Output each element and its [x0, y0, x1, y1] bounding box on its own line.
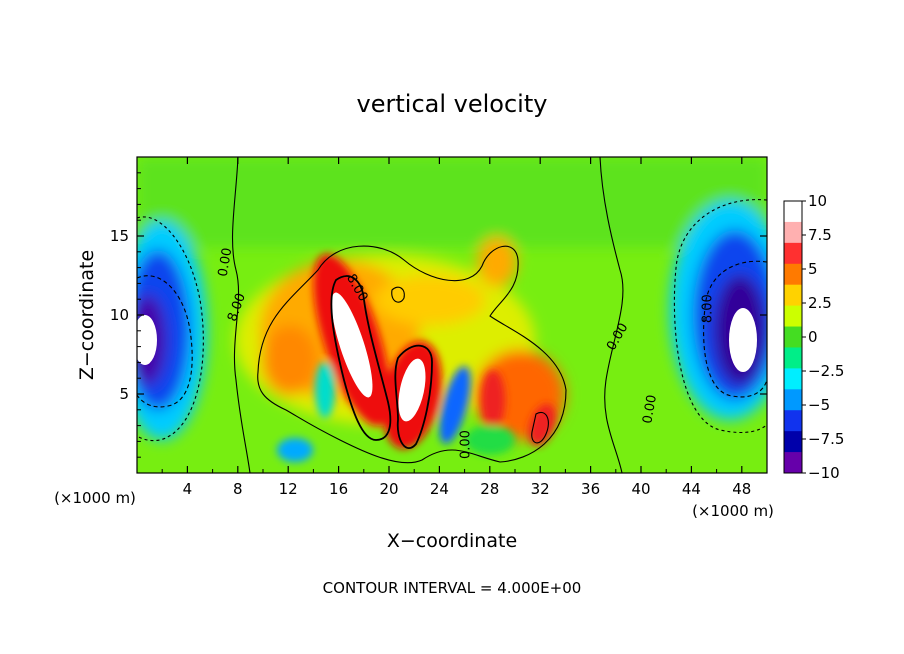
x-unit-left: (×1000 m)	[54, 489, 136, 507]
x-tick-label: 44	[682, 480, 701, 498]
contour-label: 0.00	[640, 394, 660, 425]
colorbar-label: 0	[808, 328, 818, 346]
x-unit-right: (×1000 m)	[692, 502, 774, 520]
colorbar-swatch	[784, 242, 802, 265]
contour-label: 0.00	[216, 247, 236, 278]
x-tick-label: 48	[732, 480, 751, 498]
contour-dashed-right-outer	[673, 199, 767, 434]
field-core1-white	[331, 292, 373, 398]
field-left-white	[137, 315, 157, 365]
field-down-bottom	[277, 438, 313, 462]
colorbar-labels: 10 7.5 5 2.5 0 −2.5 −5 −7.5 −10	[802, 192, 844, 482]
colorbar-swatch	[784, 347, 802, 369]
field-mid-orange	[375, 275, 485, 325]
contour-zero-left	[232, 157, 251, 473]
plot-area: 8.000.008.000.008.000.000.00	[137, 157, 767, 473]
y-tick-label: 10	[110, 306, 129, 324]
field-green-bottom	[465, 425, 515, 455]
x-tick-label: 24	[430, 480, 449, 498]
contour-interval: CONTOUR INTERVAL = 4.000E+00	[323, 579, 582, 597]
colorbar	[783, 200, 803, 474]
field-top-orange	[477, 237, 517, 287]
x-ticks: 4 8 12 16 20 24 28 32 36 40 44 48	[161, 157, 751, 498]
x-tick-label: 4	[183, 480, 193, 498]
y-axis-label: Z−coordinate	[76, 250, 98, 380]
colorbar-swatch	[784, 326, 802, 348]
contour-eight-core2	[394, 344, 433, 449]
field-core3-red	[481, 370, 505, 430]
x-tick-label: 8	[233, 480, 243, 498]
contour-dashed-left	[137, 275, 193, 408]
contour-zero-center	[257, 245, 567, 464]
colorbar-swatch	[784, 284, 802, 307]
x-tick-label: 20	[379, 480, 398, 498]
colorbar-label: −5	[808, 396, 830, 414]
field-core4-red	[528, 403, 556, 447]
contours	[137, 157, 767, 473]
y-tick-label: 5	[119, 385, 129, 403]
x-tick-label: 16	[329, 480, 348, 498]
colorbar-swatch	[784, 410, 802, 432]
x-axis-label: X−coordinate	[387, 530, 517, 552]
chart-title: vertical velocity	[357, 90, 548, 118]
y-tick-label: 15	[110, 227, 129, 245]
colorbar-label: −10	[808, 464, 840, 482]
contour-dashed-right	[703, 260, 767, 398]
colorbar-label: 7.5	[808, 226, 832, 244]
colorbar-swatch	[784, 221, 802, 244]
field-left-orange	[262, 325, 318, 395]
x-tick-label: 28	[480, 480, 499, 498]
colorbar-swatch	[784, 263, 802, 286]
colorbar-label: −2.5	[808, 362, 844, 380]
contour-eight-core3	[531, 412, 549, 444]
contour-label: 8.00	[701, 294, 716, 323]
contour-zero-right	[599, 157, 624, 473]
colorbar-label: 2.5	[808, 294, 832, 312]
contour-eight-core1	[330, 275, 392, 441]
contour-dashed-left-outer	[137, 216, 204, 442]
field-right-white	[729, 308, 757, 372]
colorbar-swatch	[784, 305, 802, 328]
field-shade-top	[137, 157, 767, 247]
colorbar-swatch	[784, 368, 802, 390]
x-tick-label: 32	[531, 480, 550, 498]
colorbar-label: 10	[808, 192, 827, 210]
colorbar-swatch	[784, 201, 802, 223]
x-tick-label: 40	[631, 480, 650, 498]
colorbar-swatch	[784, 452, 802, 474]
field-down-center	[439, 366, 471, 444]
contour-label: 0.00	[459, 430, 474, 459]
colorbar-label: 5	[808, 260, 818, 278]
field-down-left	[315, 362, 335, 418]
contour-small-loop	[391, 286, 405, 303]
x-tick-label: 12	[279, 480, 298, 498]
field-core2-white	[398, 358, 426, 422]
colorbar-swatch	[784, 389, 802, 411]
x-tick-label: 36	[581, 480, 600, 498]
colorbar-swatch	[784, 431, 802, 453]
colorbar-label: −7.5	[808, 430, 844, 448]
y-ticks: 5 10 15	[110, 172, 767, 458]
